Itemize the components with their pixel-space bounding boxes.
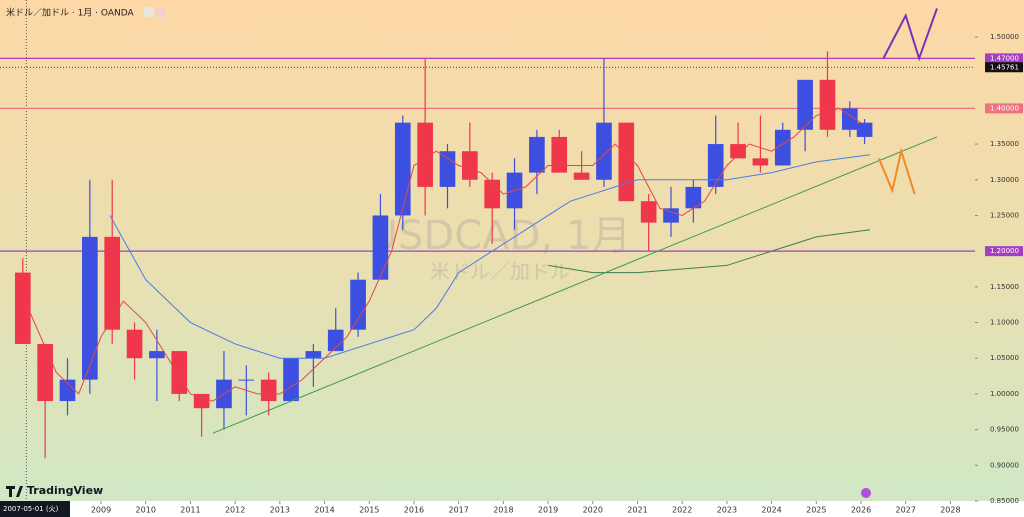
candle-body xyxy=(104,236,121,330)
x-tick-label: 2028 xyxy=(940,506,960,515)
price-label: 1.20000 xyxy=(990,247,1019,255)
candle-body xyxy=(350,279,366,330)
candle-body xyxy=(193,393,210,409)
candle-body xyxy=(707,144,724,187)
indicator-line xyxy=(212,136,938,434)
price-label: 1.47000 xyxy=(990,54,1019,62)
candle-body xyxy=(171,351,188,394)
x-tick-label: 2023 xyxy=(717,506,737,515)
x-tick-label: 2018 xyxy=(493,506,513,515)
candle-body xyxy=(752,158,769,166)
candle-body xyxy=(596,122,612,180)
candle-body xyxy=(238,379,255,381)
candle-body xyxy=(82,236,98,380)
y-tick-label: 1.05000 xyxy=(990,354,1019,362)
time-axis xyxy=(0,501,1024,517)
candle-body xyxy=(327,329,344,352)
y-tick-label: 1.10000 xyxy=(990,319,1019,327)
candle-body xyxy=(59,379,76,402)
indicator-line xyxy=(24,107,862,402)
watermark-symbol: USDCAD, 1月 xyxy=(369,213,631,259)
event-icon[interactable] xyxy=(861,488,871,498)
cursor-date-bg xyxy=(0,501,70,517)
x-tick-label: 2024 xyxy=(761,506,781,515)
candle-body xyxy=(484,179,501,209)
price-label-bg xyxy=(985,103,1023,114)
candle-body xyxy=(842,108,858,130)
price-label-bg xyxy=(985,53,1023,64)
y-tick-label: 0.95000 xyxy=(990,426,1019,434)
x-tick-label: 2019 xyxy=(538,506,558,515)
candle-body xyxy=(305,351,322,359)
candle-body xyxy=(372,215,389,280)
candle-body xyxy=(730,144,746,159)
candle-body xyxy=(462,151,478,180)
x-tick-label: 2015 xyxy=(359,506,379,515)
candle-body xyxy=(417,122,433,187)
cursor-date: 2007-05-01 (火) xyxy=(3,505,59,513)
x-tick-label: 2026 xyxy=(851,506,871,515)
candle-body xyxy=(149,351,165,359)
candle-body xyxy=(551,136,568,173)
indicator-line xyxy=(109,154,871,359)
x-tick-label: 2013 xyxy=(270,506,290,515)
watermark-name: 米ドル／加ドル xyxy=(430,260,570,284)
candle-body xyxy=(394,122,411,216)
candle-body xyxy=(618,122,635,202)
y-tick-label: 0.90000 xyxy=(990,461,1019,469)
price-label: 1.45761 xyxy=(990,63,1019,71)
candle-body xyxy=(14,272,31,344)
x-tick-label: 2009 xyxy=(91,506,111,515)
y-tick-label: 0.85000 xyxy=(990,497,1019,505)
x-tick-label: 2025 xyxy=(806,506,826,515)
price-label: 1.40000 xyxy=(990,104,1019,112)
candle-body xyxy=(640,201,657,223)
x-tick-label: 2020 xyxy=(583,506,603,515)
x-tick-label: 2016 xyxy=(404,506,424,515)
x-tick-label: 2011 xyxy=(180,506,200,515)
x-tick-label: 2027 xyxy=(896,506,916,515)
y-tick-label: 1.15000 xyxy=(990,283,1019,291)
candle-body xyxy=(283,358,299,402)
logo: TradingView xyxy=(6,484,103,497)
logo-icon xyxy=(6,486,23,497)
candle-body xyxy=(856,122,873,137)
y-tick-label: 1.35000 xyxy=(990,140,1019,148)
candle-body xyxy=(663,208,679,223)
x-tick-label: 2014 xyxy=(314,506,334,515)
y-tick-label: 1.25000 xyxy=(990,211,1019,219)
candle-body xyxy=(819,79,836,130)
candle-body xyxy=(37,343,53,402)
candle-body xyxy=(774,129,791,166)
logo-text: TradingView xyxy=(27,484,103,497)
indicator-line xyxy=(547,229,871,274)
chart-title: 米ドル／加ドル · 1月 · OANDA xyxy=(6,7,134,19)
y-tick-label: 1.50000 xyxy=(990,33,1019,41)
candle-body xyxy=(529,136,545,173)
icon[interactable] xyxy=(156,7,166,17)
icon[interactable] xyxy=(144,7,154,17)
x-tick-label: 2017 xyxy=(448,506,468,515)
x-tick-label: 2012 xyxy=(225,506,245,515)
indicator-line xyxy=(877,147,916,195)
candle-body xyxy=(797,79,813,130)
x-tick-label: 2022 xyxy=(672,506,692,515)
candle-body xyxy=(260,379,277,402)
x-tick-label: 2010 xyxy=(136,506,156,515)
y-tick-label: 1.30000 xyxy=(990,176,1019,184)
indicator-line xyxy=(882,8,938,62)
price-label-bg xyxy=(985,62,1023,73)
price-label-bg xyxy=(985,246,1023,257)
candle-body xyxy=(439,151,456,187)
candle-body xyxy=(126,329,143,359)
candle-body xyxy=(685,186,702,209)
candle-body xyxy=(573,172,590,180)
x-tick-label: 2021 xyxy=(627,506,647,515)
y-tick-label: 1.00000 xyxy=(990,390,1019,398)
